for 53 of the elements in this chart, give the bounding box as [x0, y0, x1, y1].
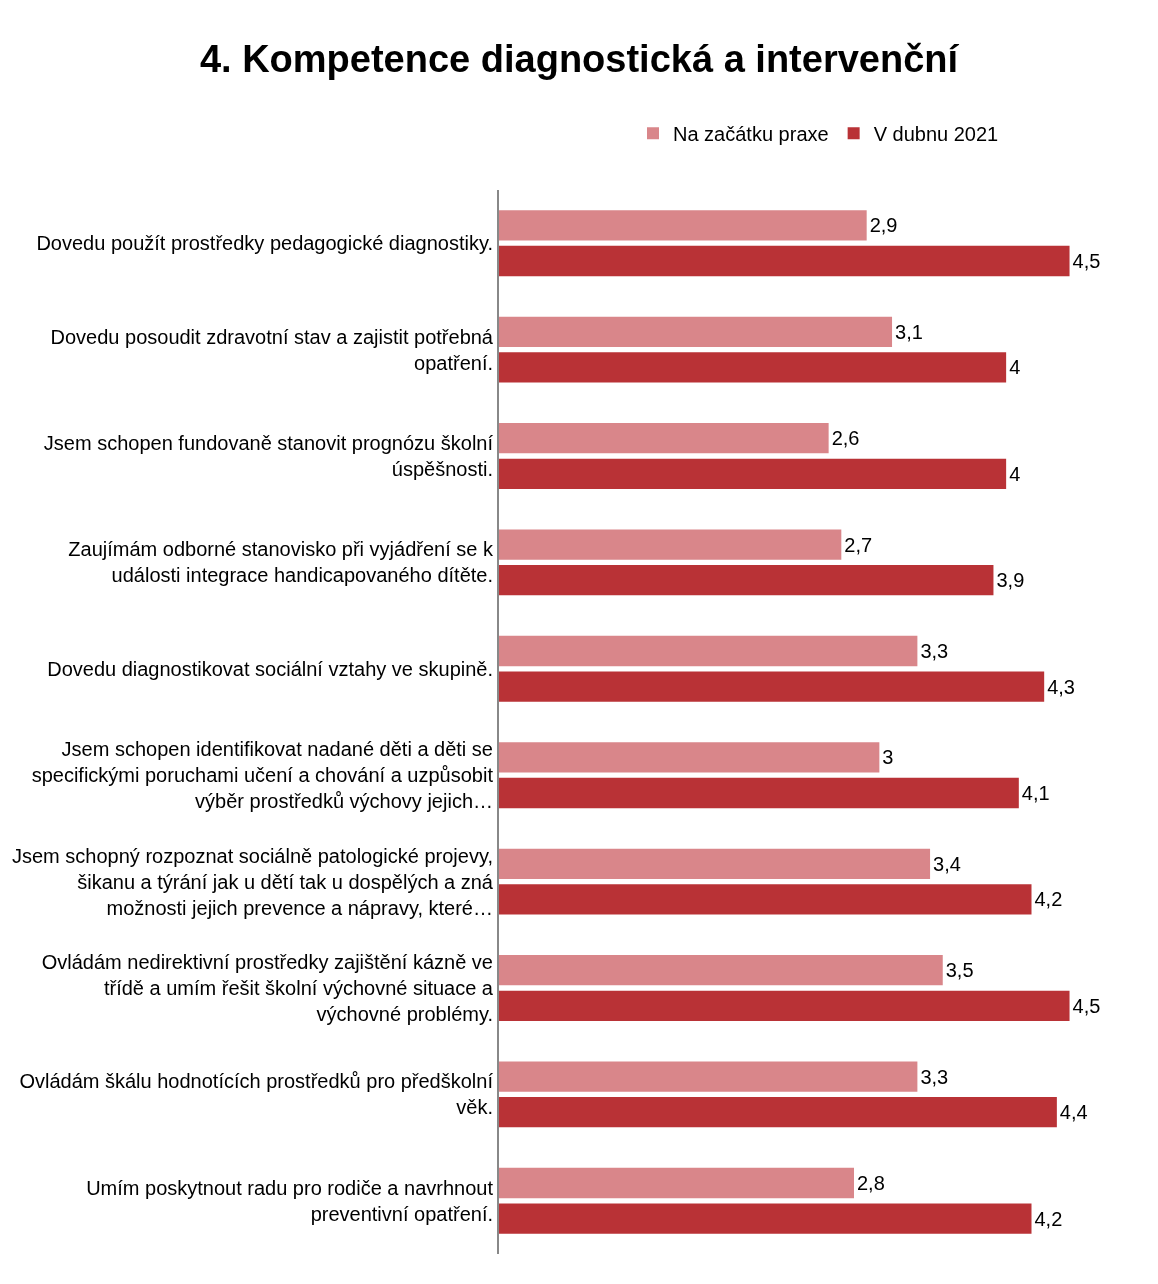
- y-tick-label: Dovedu použít prostředky pedagogické diagnostiky.: [36, 232, 493, 255]
- bar: [499, 671, 1045, 702]
- bar: [499, 352, 1007, 383]
- data-label: 4: [1009, 356, 1021, 379]
- data-label: 2,8: [857, 1171, 885, 1194]
- bar: [499, 884, 1032, 915]
- bar: [499, 565, 994, 596]
- bar: [499, 635, 918, 667]
- data-label: 4,5: [1072, 994, 1101, 1017]
- data-label: 4: [1009, 462, 1021, 485]
- data-label: 3,5: [945, 959, 974, 982]
- data-label: 3: [882, 746, 894, 769]
- bar: [499, 529, 842, 560]
- y-tick-label: Umím poskytnout radu pro rodiče a navrhnout preventivní opatření.: [86, 1176, 494, 1225]
- bar: [499, 1203, 1032, 1234]
- y-tick-label: Dovedu diagnostikovat sociální vztahy ve skupině.: [47, 657, 493, 680]
- bar: [499, 245, 1070, 277]
- data-label: 3,9: [996, 569, 1025, 592]
- legend-label: V dubnu 2021: [873, 123, 999, 146]
- data-label: 2,9: [869, 214, 898, 237]
- data-label: 3,1: [895, 320, 923, 343]
- bar: [499, 742, 880, 773]
- y-tick-label: Jsem schopen identifikovat nadané děti a děti se specifickými poruchami učení a chování a uzpůsobit výběr prostředků výchovy jejich…: [31, 738, 494, 813]
- bar: [499, 777, 1019, 809]
- bar: [499, 990, 1070, 1021]
- data-label: 4,2: [1034, 888, 1063, 911]
- chart-title: 4. Kompetence diagnostická a intervenční: [199, 37, 960, 80]
- bar: [499, 316, 893, 347]
- bar: [499, 955, 943, 986]
- bar: [499, 423, 829, 454]
- data-label: 2,7: [844, 533, 873, 556]
- bar: [499, 848, 931, 879]
- bar: [499, 1097, 1057, 1128]
- data-label: 4,3: [1047, 675, 1075, 698]
- y-tick-label: Jsem schopný rozpoznat sociálně patologické projevy, šikanu a týrání jak u dětí tak u dospělých a zná možnosti jejich prevence a nápravy, které…: [12, 844, 494, 919]
- legend-label: Na začátku praxe: [673, 123, 829, 146]
- data-label: 2,6: [831, 427, 860, 450]
- bar: [499, 458, 1007, 489]
- y-tick-label: Ovládám nedirektivní prostředky zajištění kázně ve třídě a umím řešit školní výchovné situace a výchovné problémy.: [41, 951, 494, 1025]
- data-label: 4,5: [1072, 250, 1101, 273]
- data-label: 3,3: [920, 1065, 949, 1088]
- bar: [499, 210, 867, 241]
- bar: [499, 1167, 854, 1199]
- data-label: 4,2: [1034, 1207, 1063, 1230]
- data-label: 3,4: [933, 852, 961, 875]
- y-tick-label: Zaujímám odborné stanovisko při vyjádření se k události integrace handicapovaného dítěte.: [68, 538, 494, 587]
- y-tick-label: Jsem schopen fundovaně stanovit prognózu školní úspěšnosti.: [43, 432, 494, 480]
- bar: [499, 1061, 918, 1092]
- data-label: 4,4: [1059, 1101, 1088, 1124]
- y-tick-label: Dovedu posoudit zdravotní stav a zajistit potřebná opatření.: [50, 325, 494, 374]
- y-tick-label: Ovládám škálu hodnotících prostředků pro předškolní věk.: [19, 1070, 494, 1119]
- data-label: 4,1: [1021, 782, 1050, 805]
- data-label: 3,3: [920, 639, 949, 662]
